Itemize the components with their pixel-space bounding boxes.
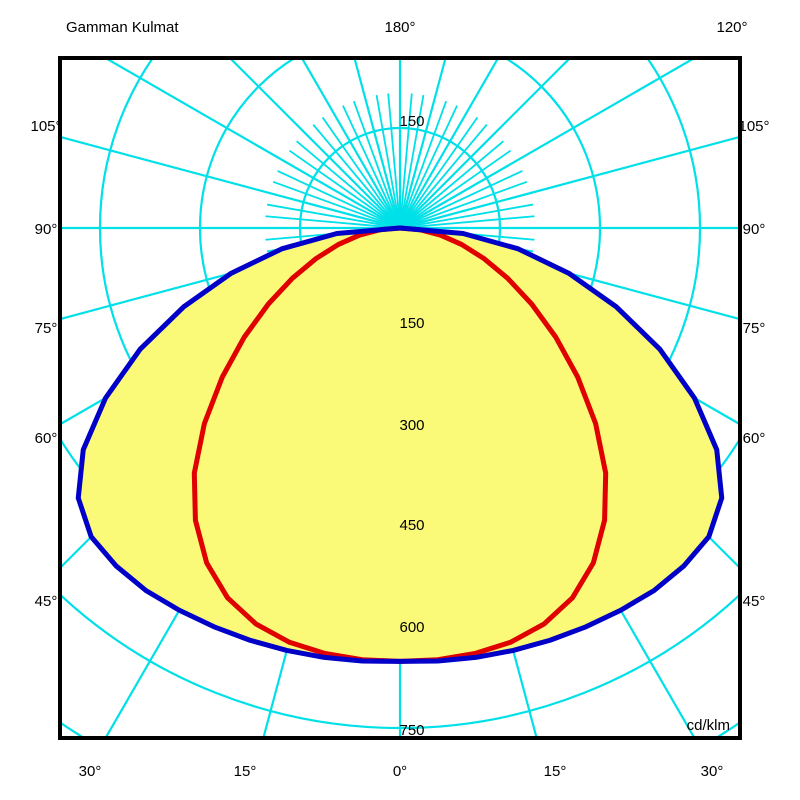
axis-label-left: 60° [35, 430, 58, 447]
luminous-area-fill [78, 228, 722, 662]
grid-spoke-minor [352, 100, 401, 229]
grid-spoke-minor [399, 180, 528, 229]
grid-spoke-minor [277, 170, 401, 229]
axis-label-left: 45° [35, 593, 58, 610]
grid-spoke-minor [399, 124, 488, 229]
chart-title: Gamman Kulmat [66, 19, 179, 36]
axis-label-bottom: 15° [544, 763, 567, 780]
distribution-fill [78, 228, 722, 662]
radial-scale-label: 150 [399, 113, 424, 130]
grid-spoke-minor [399, 105, 458, 229]
frame-border [58, 56, 742, 740]
grid-spoke [228, 58, 401, 229]
grid-spoke-minor [312, 124, 401, 229]
grid-spoke [103, 58, 401, 229]
radial-scale-label: 300 [399, 417, 424, 434]
curve-c0-c180 [75, 225, 725, 664]
grid-spoke-minor [342, 105, 401, 229]
grid-spoke-minor [387, 93, 401, 229]
axis-label-top: 120° [716, 19, 747, 36]
axis-label-right: 90° [743, 221, 766, 238]
grid-spoke [353, 58, 402, 229]
grid-spoke [398, 58, 447, 229]
grid-spoke [60, 135, 401, 230]
plot-frame [58, 56, 742, 740]
grid-spoke-minor [266, 203, 401, 229]
grid-spoke-minor [399, 203, 534, 229]
grid-spoke-minor [375, 94, 401, 229]
distribution-curves [75, 225, 725, 664]
grid-spoke-minor [296, 140, 401, 229]
grid-spoke-minor [399, 140, 504, 229]
grid-spoke [399, 58, 500, 229]
grid-spoke [399, 135, 740, 230]
axis-label-bottom: 15° [234, 763, 257, 780]
axis-label-bottom: 30° [79, 763, 102, 780]
grid-spoke-minor [272, 180, 401, 229]
axis-label-right: 60° [743, 430, 766, 447]
radial-scale-label: 150 [399, 315, 424, 332]
plot-labels: Gamman Kulmat 180° 120° 105° 90° 75° 60° 45° 105… [30, 19, 769, 780]
grid-spoke-minor [321, 116, 401, 229]
grid-spoke [300, 58, 401, 229]
grid-spoke-minor [399, 215, 535, 229]
grid-spoke-minor [265, 215, 401, 229]
axis-label-right: 75° [743, 320, 766, 337]
axis-label-bottom: 0° [393, 763, 407, 780]
grid-spoke-minor [399, 116, 479, 229]
radial-scale-label: 450 [399, 517, 424, 534]
grid-spoke-minor [288, 149, 401, 229]
grid-spoke-minor [399, 100, 448, 229]
axis-label-right: 45° [743, 593, 766, 610]
axis-label-left: 105° [30, 118, 61, 135]
axis-label-right: 105° [738, 118, 769, 135]
axis-label-top: 180° [384, 19, 415, 36]
grid-spoke [399, 58, 697, 229]
grid-spoke-minor [399, 93, 413, 229]
unit-label: cd/klm [687, 717, 730, 734]
axis-label-left: 90° [35, 221, 58, 238]
grid-spoke-minor [399, 170, 523, 229]
grid-spoke-minor [399, 94, 425, 229]
grid-spoke-minor [399, 149, 512, 229]
radial-scale-label: 600 [399, 619, 424, 636]
grid-spoke [399, 58, 572, 229]
axis-label-left: 75° [35, 320, 58, 337]
radial-scale-label: 750 [399, 722, 424, 739]
axis-label-bottom: 30° [701, 763, 724, 780]
